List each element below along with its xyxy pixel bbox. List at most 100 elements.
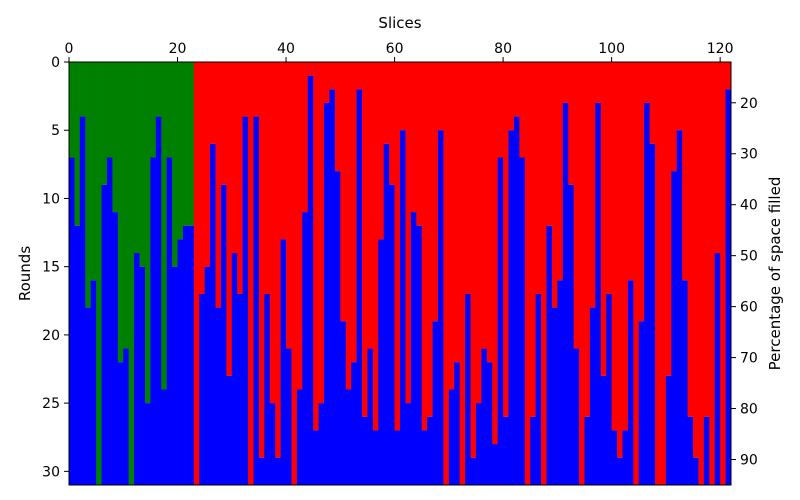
slice-blue [112, 212, 119, 485]
slice-fill [595, 62, 602, 103]
slice-blue [258, 457, 265, 485]
slice-fill [709, 62, 716, 485]
slice-fill [557, 62, 564, 281]
slice-fill [405, 62, 412, 404]
slice-fill [340, 62, 347, 322]
slice-blue [313, 430, 320, 485]
slice-blue [416, 225, 423, 486]
slice-blue [269, 403, 276, 485]
slice-blue [562, 102, 569, 485]
slice-blue [486, 362, 493, 485]
slice-blue [134, 253, 140, 485]
slice-fill [85, 62, 92, 308]
slice-blue [448, 389, 455, 485]
slice-fill [74, 62, 81, 226]
slice-fill [687, 62, 694, 417]
slice-blue [351, 362, 357, 485]
slice-fill [302, 62, 309, 213]
slice-fill [269, 62, 276, 404]
slice-fill [633, 62, 640, 485]
slice-blue [161, 389, 168, 485]
slice-blue [199, 293, 206, 485]
y-tick-label: 10 [42, 191, 60, 207]
slice-blue [231, 253, 238, 485]
slice-fill [481, 62, 488, 349]
slice-fill [237, 62, 244, 294]
slice-fill [600, 62, 607, 376]
slice-fill [671, 62, 678, 172]
slice-fill [589, 62, 596, 308]
y2-tick-label: 50 [740, 249, 758, 265]
slice-fill [248, 62, 254, 485]
slice-fill [199, 62, 206, 294]
slice-blue [573, 348, 580, 485]
x-tick-label: 20 [169, 41, 187, 57]
slice-fill [193, 62, 200, 485]
slice-fill [378, 62, 385, 240]
slice-fill [367, 62, 374, 349]
slice-blue [242, 116, 249, 485]
slice-blue [177, 239, 184, 485]
slice-fill [693, 62, 699, 458]
x-axis-label: Slices [378, 14, 421, 32]
slice-blue [204, 266, 211, 485]
slice-fill [144, 62, 151, 404]
slice-blue [427, 416, 433, 485]
y-tick-label: 15 [42, 260, 60, 276]
slice-fill [128, 62, 135, 485]
slice-blue [530, 416, 537, 485]
slice-fill [432, 62, 439, 322]
slice-fill [383, 62, 390, 144]
slice-fill [513, 62, 520, 117]
slice-fill [275, 62, 282, 458]
slice-blue [383, 143, 390, 485]
slice-blue [437, 130, 444, 486]
slice-blue [687, 416, 694, 485]
slice-fill [242, 62, 249, 117]
slice-fill [655, 62, 661, 485]
x-axis-top: 0 20 40 60 80 100 120 [65, 41, 734, 62]
slice-fill [204, 62, 211, 267]
y-axis-label: Rounds [16, 246, 34, 301]
y-axis-right: 20 30 40 50 60 70 80 90 [731, 96, 758, 469]
slice-blue [546, 225, 553, 486]
plot-frame [68, 61, 732, 486]
slice-fill [155, 62, 162, 117]
slice-blue [551, 307, 558, 485]
slice-fill [96, 62, 102, 485]
slice-blue [307, 75, 314, 486]
slice-blue [644, 102, 651, 485]
slice-fill [231, 62, 238, 254]
slice-fill [459, 62, 466, 485]
slice-blue [362, 416, 368, 485]
slice-fill [541, 62, 547, 485]
slice-blue [513, 116, 520, 485]
slice-blue [606, 293, 613, 485]
slice-blue [85, 307, 92, 485]
slice-fill [389, 62, 395, 185]
slice-blue [182, 225, 189, 486]
slice-blue [172, 266, 178, 485]
slice-blue [622, 430, 629, 485]
slice-blue [584, 416, 591, 485]
slice-blue [123, 348, 130, 485]
slice-blue [568, 184, 575, 485]
slice-fill [286, 62, 292, 349]
slice-fill [638, 62, 645, 322]
slice-blue [671, 171, 678, 485]
slice-fill [329, 62, 336, 90]
slice-fill [280, 62, 287, 240]
slice-blue [400, 130, 406, 486]
slice-fill [454, 62, 461, 363]
slice-fill [546, 62, 553, 226]
slice-fill [334, 62, 341, 172]
slice-fill [264, 62, 271, 294]
slice-fill [568, 62, 575, 185]
slice-fill [676, 62, 683, 131]
slice-blue [155, 116, 162, 485]
slice-blue [345, 389, 352, 485]
slice-blue [226, 375, 233, 485]
slice-blue [682, 280, 688, 485]
slice-blue [324, 102, 330, 485]
slice-fill [372, 62, 379, 431]
